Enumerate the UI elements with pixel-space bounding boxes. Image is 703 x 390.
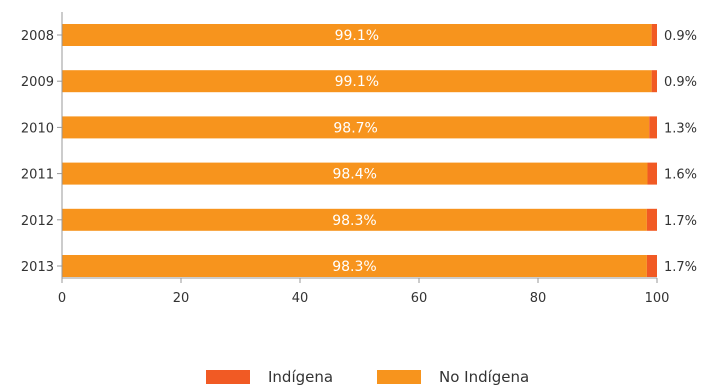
y-tick-label-2010: 2010 [21, 121, 54, 136]
legend-swatch-no-indigena [377, 370, 421, 384]
bar-indigena-2010 [649, 116, 657, 139]
bar-no-indigena-2010 [62, 116, 650, 139]
legend-label-indigena: Indígena [268, 368, 334, 386]
label-no-indigena-2013: 98.3% [332, 259, 376, 275]
bar-indigena-2009 [651, 70, 657, 93]
bar-indigena-2011 [647, 162, 657, 185]
bar-no-indigena-2013 [62, 255, 647, 277]
legend-item-indigena: Indígena [206, 366, 333, 388]
bar-no-indigena-2012 [62, 208, 647, 231]
bar-no-indigena-2008 [62, 24, 652, 46]
x-tick-label-80: 80 [530, 291, 547, 306]
label-indigena-2013: 1.7% [664, 260, 697, 275]
x-tick-label-40: 40 [292, 291, 309, 306]
bars-group [62, 24, 657, 277]
y-tick-label-2013: 2013 [21, 260, 54, 275]
label-indigena-2011: 1.6% [664, 168, 697, 183]
x-tick-label-60: 60 [411, 291, 428, 306]
label-no-indigena-2011: 98.4% [332, 167, 376, 183]
label-indigena-2009: 0.9% [664, 75, 697, 90]
label-no-indigena-2012: 98.3% [332, 213, 376, 229]
x-tick-label-100: 100 [645, 291, 670, 306]
label-no-indigena-2009: 99.1% [335, 74, 379, 90]
bar-indigena-2012 [646, 208, 657, 231]
y-tick-label-2012: 2012 [21, 214, 54, 229]
label-no-indigena-2010: 98.7% [333, 120, 377, 136]
y-tick-label-2008: 2008 [21, 29, 54, 44]
x-tick-label-0: 0 [58, 291, 66, 306]
label-indigena-2012: 1.7% [664, 214, 697, 229]
label-indigena-2010: 1.3% [664, 121, 697, 136]
y-axis-labels: 2008 2009 2010 2011 2012 2013 [21, 29, 62, 275]
bar-no-indigena-2009 [62, 70, 652, 93]
legend-label-no-indigena: No Indígena [439, 368, 530, 386]
x-tick-label-20: 20 [173, 291, 190, 306]
legend: Indígena No Indígena [0, 366, 703, 390]
legend-swatch-indigena [206, 370, 250, 384]
y-tick-label-2011: 2011 [21, 168, 54, 183]
bar-no-indigena-2011 [62, 162, 648, 185]
data-labels-group: 99.1% 0.9% 99.1% 0.9% 98.7% 1.3% 98.4% 1.6% 98.3… [332, 28, 697, 275]
label-indigena-2008: 0.9% [664, 29, 697, 44]
bar-indigena-2013 [646, 255, 657, 277]
y-tick-label-2009: 2009 [21, 75, 54, 90]
x-axis-ticks: 0 20 40 60 80 100 [58, 278, 670, 306]
label-no-indigena-2008: 99.1% [335, 28, 379, 44]
bar-indigena-2008 [651, 24, 657, 46]
legend-item-no-indigena: No Indígena [377, 366, 529, 388]
